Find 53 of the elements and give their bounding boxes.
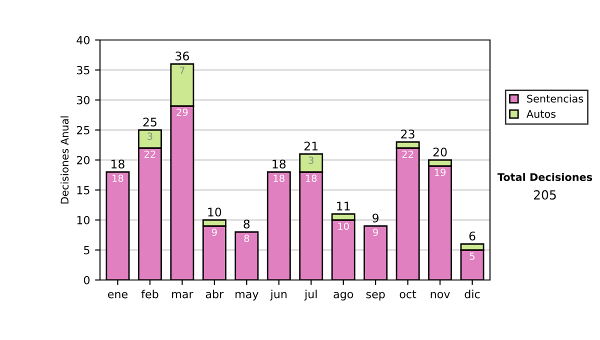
total-label: 11 — [337, 202, 350, 210]
total-label: 10 — [208, 208, 222, 217]
data-label: 18 — [112, 174, 124, 182]
legend-label: Autos — [526, 110, 556, 118]
total-label: 25 — [143, 118, 156, 127]
data-label: 8 — [244, 234, 250, 242]
x-tick-label: dic — [464, 290, 480, 298]
x-tick-label: sep — [366, 292, 385, 300]
legend-label: Sentencias — [527, 94, 584, 103]
y-tick-label: 25 — [76, 126, 90, 134]
text: Total Decisiones — [497, 172, 592, 182]
y-tick-label: 5 — [84, 246, 90, 254]
y-tick-label: 20 — [76, 156, 90, 164]
total-label: 18 — [272, 160, 286, 169]
data-label: 22 — [402, 150, 414, 158]
x-tick-label: may — [236, 292, 258, 300]
total-label: 9 — [372, 214, 379, 223]
x-tick-label: feb — [141, 290, 158, 298]
y-tick-label: 0 — [84, 276, 90, 284]
total-label: 21 — [304, 142, 318, 150]
y-tick-label: 10 — [77, 216, 90, 224]
total-label: 18 — [112, 160, 124, 169]
data-label: 29 — [176, 108, 188, 116]
data-label: 9 — [212, 228, 217, 236]
x-tick-label: abr — [206, 290, 224, 298]
x-tick-label: oct — [400, 290, 416, 298]
y-tick-label: 40 — [76, 36, 90, 44]
x-tick-label: jun — [270, 290, 287, 300]
data-label: 3 — [148, 132, 152, 140]
x-tick-label: nov — [430, 292, 450, 298]
total-label: 36 — [176, 52, 189, 61]
text: 205 — [534, 190, 556, 200]
data-label: 5 — [470, 252, 475, 260]
y-tick-label: 35 — [76, 66, 90, 74]
x-tick-label: ago — [334, 292, 354, 300]
data-label: 10 — [338, 222, 349, 230]
data-label: 19 — [434, 168, 446, 176]
data-label: 7 — [180, 66, 184, 74]
data-label: 3 — [308, 156, 314, 164]
y-axis-title: Decisiones Anual — [60, 116, 69, 204]
total-label: 20 — [433, 148, 447, 157]
data-label: 22 — [144, 150, 156, 158]
y-tick-label: 15 — [77, 186, 90, 194]
x-tick-label: ene — [108, 292, 128, 298]
total-label: 23 — [401, 130, 414, 139]
total-label: 8 — [244, 220, 250, 229]
total-label: 6 — [469, 232, 476, 241]
data-label: 9 — [373, 228, 378, 236]
y-tick-label: 30 — [76, 96, 90, 104]
data-label: 18 — [306, 174, 317, 182]
data-label: 18 — [274, 174, 284, 182]
x-tick-label: jul — [304, 290, 317, 300]
x-tick-label: mar — [172, 292, 194, 298]
